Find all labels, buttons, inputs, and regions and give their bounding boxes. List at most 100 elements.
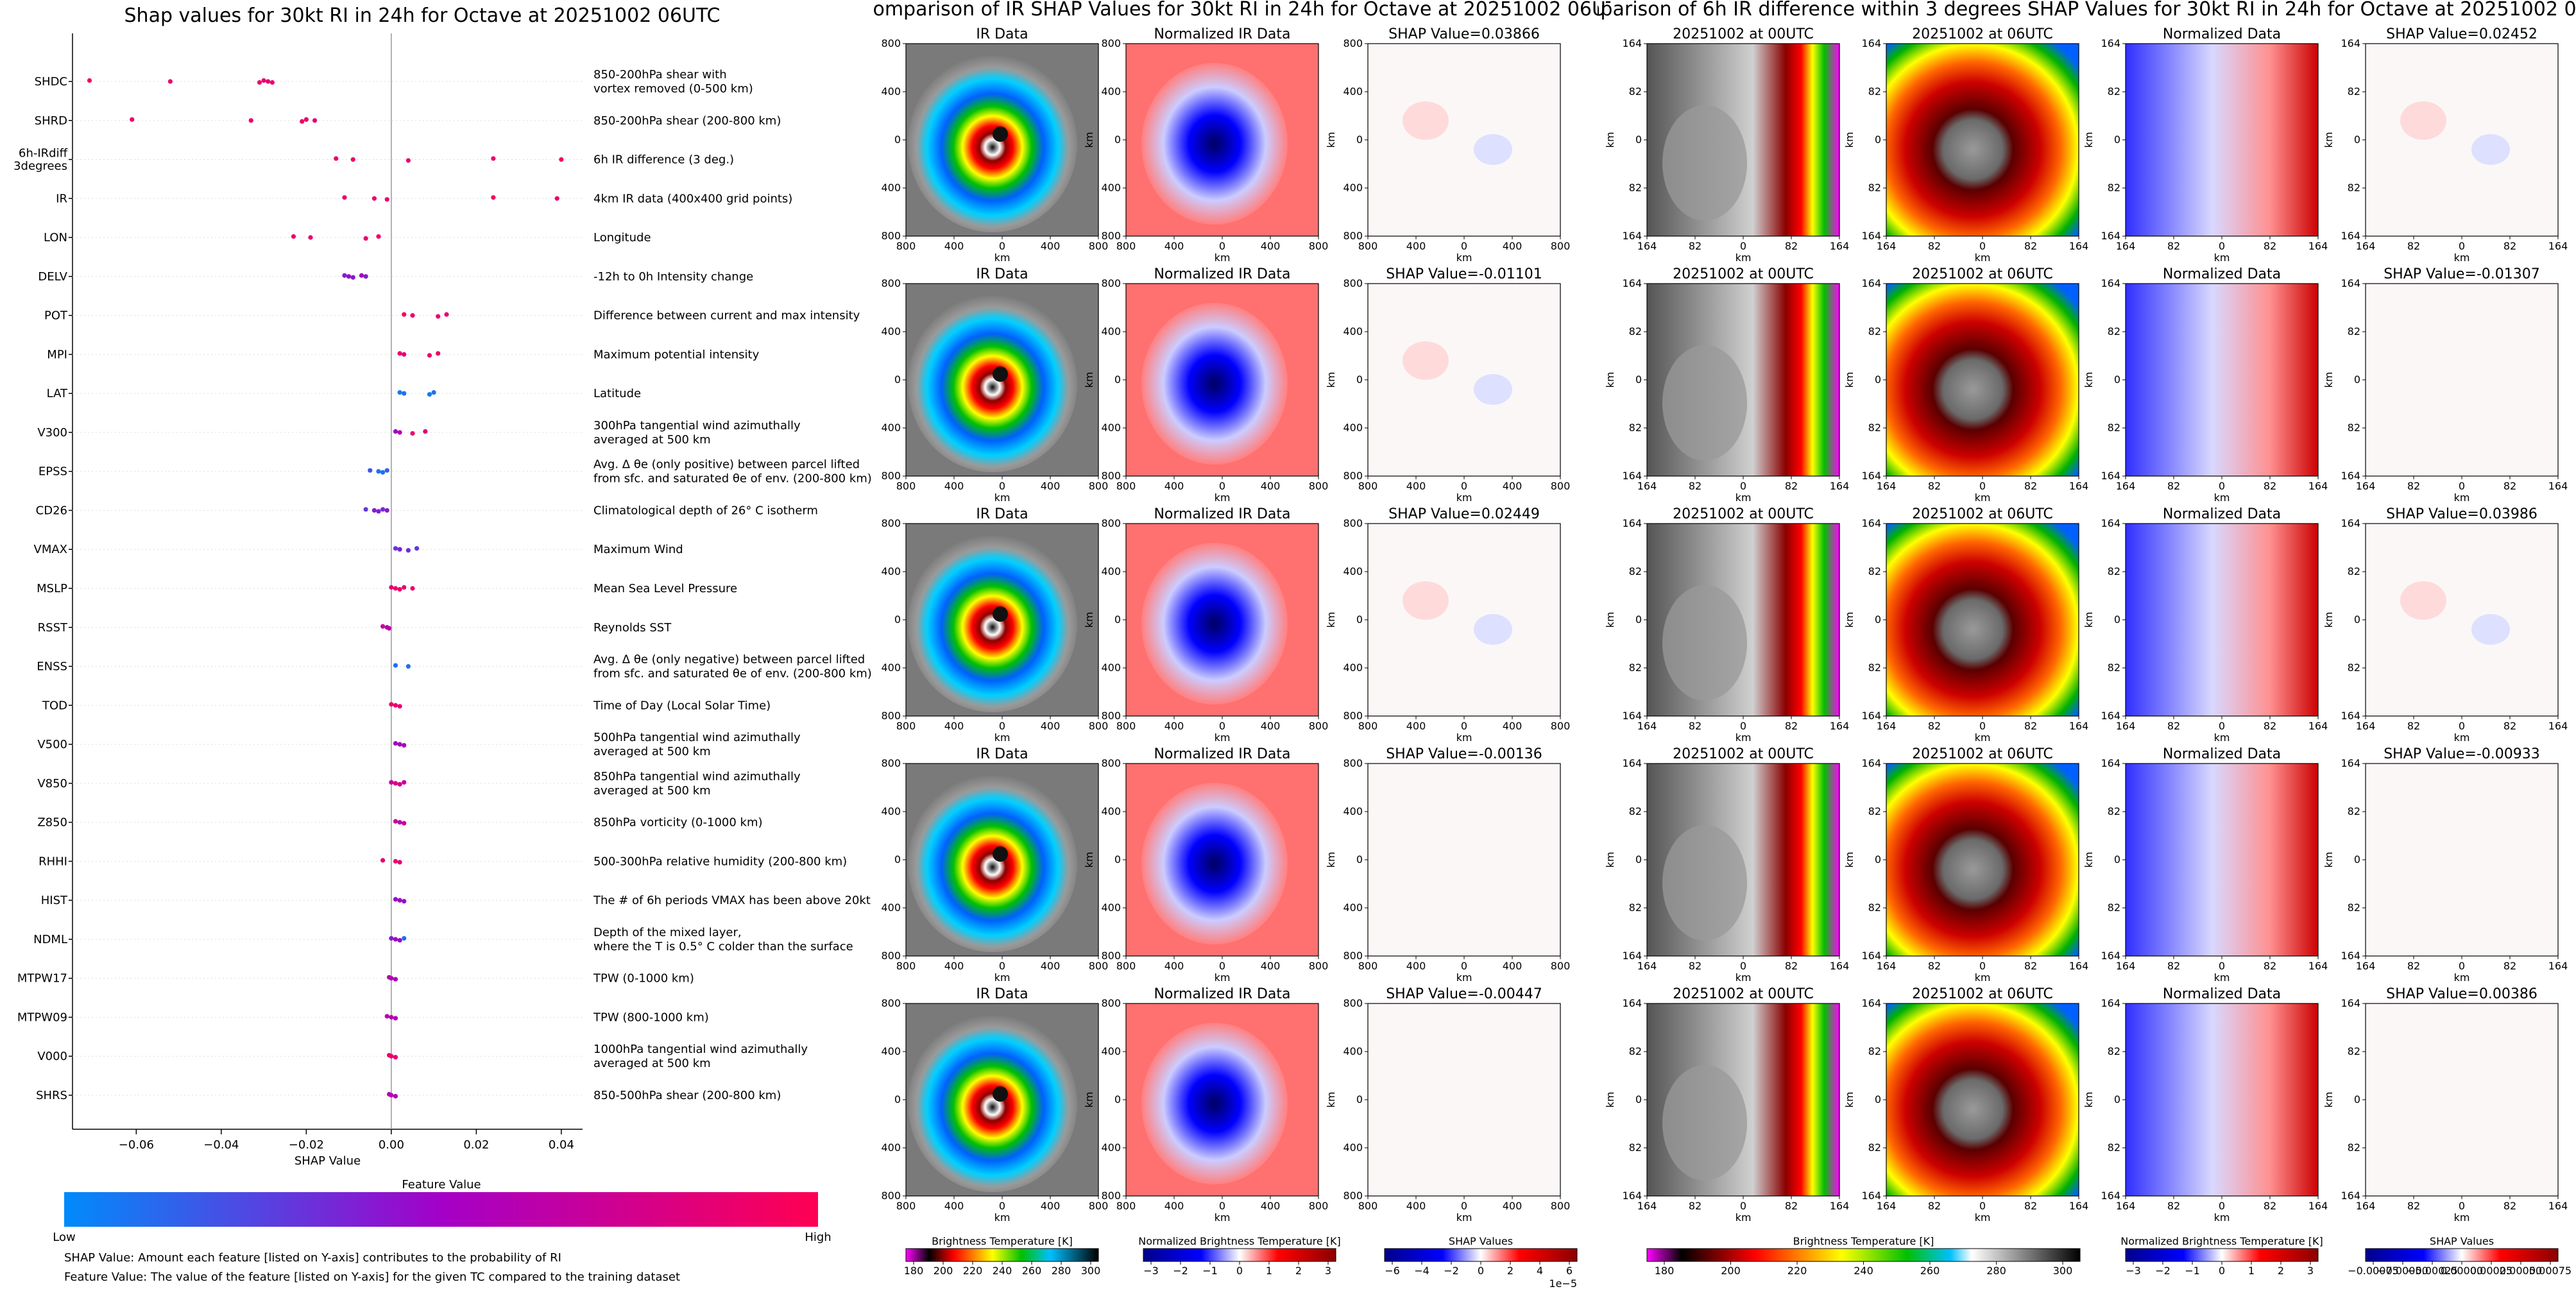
colorbar: [1143, 1248, 1336, 1262]
x-tick-label: 82: [2503, 240, 2516, 252]
shap-point: [384, 508, 389, 513]
colorbar: [905, 1248, 1099, 1262]
y-tick-label: 0: [1635, 1093, 1642, 1105]
feature-description: Difference between current and max inten…: [593, 309, 860, 323]
x-tick-label: 164: [1830, 1200, 1850, 1212]
y-tick-label: 82: [2108, 85, 2120, 98]
x-tick-label: 164: [2116, 1200, 2136, 1212]
y-tick-label: 400: [881, 565, 901, 577]
shap-point: [397, 704, 402, 709]
shap-map: [1368, 1003, 1560, 1196]
shap-point: [402, 391, 407, 396]
x-axis-label: km: [1736, 971, 1752, 984]
x-tick-label: 164: [2356, 960, 2376, 972]
y-axis-label: km: [1604, 132, 1616, 148]
shap-point: [384, 1014, 389, 1019]
feature-name: V300: [37, 426, 67, 440]
subplot-title: 20251002 at 06UTC: [1912, 506, 2053, 522]
colorbar-tick-label: 2: [1295, 1265, 1302, 1277]
shap-summary-plot: Shap values for 30kt RI in 24h for Octav…: [13, 4, 872, 1284]
x-tick-label: 800: [1309, 240, 1329, 252]
y-tick-label: 0: [2114, 1093, 2120, 1105]
x-tick-label: 800: [1116, 480, 1136, 492]
feature-description: Climatological depth of 26° C isotherm: [593, 504, 818, 517]
y-tick-label: 0: [1875, 1093, 1881, 1105]
x-tick-label: 82: [1689, 720, 1702, 732]
x-tick-label: 400: [1041, 480, 1061, 492]
feature-name: HIST: [41, 894, 68, 907]
x-tick-label: 800: [1116, 1200, 1136, 1212]
y-tick-label: 800: [881, 950, 901, 962]
x-tick-label: 0: [1740, 960, 1746, 972]
colorbar-tick-label: 0.00025: [2470, 1265, 2512, 1277]
y-tick-label: 0: [1635, 853, 1642, 866]
shap-point: [376, 509, 381, 514]
shap-point: [397, 860, 402, 865]
colorbar-high: High: [805, 1231, 831, 1244]
colorbar-label: Normalized Brightness Temperature [K]: [2120, 1235, 2323, 1247]
x-tick-label: 82: [2167, 1200, 2180, 1212]
x-tick-label: 400: [1041, 1200, 1061, 1212]
x-tick-label: 0: [1979, 1200, 1986, 1212]
y-tick-label: 400: [881, 662, 901, 674]
shap-negative-patch: [2471, 614, 2510, 645]
y-axis-label: km: [1083, 852, 1095, 868]
shap-point: [405, 158, 411, 163]
shap-point: [334, 156, 339, 161]
y-tick-label: 82: [2108, 901, 2120, 914]
x-tick-label: 82: [1689, 480, 1702, 492]
subplot-title: Normalized IR Data: [1154, 266, 1290, 282]
x-tick-label: 0: [2219, 720, 2225, 732]
shap-point: [87, 78, 92, 83]
shap-point: [410, 431, 415, 436]
colorbar-tick-label: 180: [1655, 1265, 1675, 1277]
shap-point: [384, 468, 389, 473]
y-tick-label: 164: [1622, 37, 1642, 49]
x-tick-label: 800: [1551, 960, 1571, 972]
y-tick-label: 800: [881, 1190, 901, 1202]
y-tick-label: 400: [1343, 85, 1363, 98]
x-tick-label: 164: [1637, 240, 1657, 252]
shap-point: [269, 80, 275, 85]
x-tick-label: 400: [1406, 1200, 1426, 1212]
shap-point: [427, 392, 432, 397]
y-tick-label: 164: [2341, 470, 2360, 482]
feature-description: Avg. Δ θe (only negative) between parcel…: [593, 653, 865, 667]
subplot-title: Normalized Data: [2163, 506, 2281, 522]
feature-description: averaged at 500 km: [593, 433, 711, 447]
y-axis-label: km: [1604, 852, 1616, 868]
x-tick-label: 0: [1979, 960, 1986, 972]
x-tick-label: 0: [1219, 240, 1225, 252]
x-tick-label: 0.02: [463, 1138, 489, 1152]
y-tick-label: 164: [1622, 470, 1642, 482]
x-axis-label: km: [2454, 252, 2470, 264]
shap-point: [342, 273, 347, 278]
y-tick-label: 0: [1356, 853, 1363, 866]
x-tick-label: 82: [2503, 1200, 2516, 1212]
feature-description: Time of Day (Local Solar Time): [593, 699, 771, 712]
y-tick-label: 164: [1622, 230, 1642, 242]
x-tick-label: 400: [1261, 1200, 1281, 1212]
feature-description: 500-300hPa relative humidity (200-800 km…: [593, 855, 847, 868]
colorbar-tick-label: −2: [1173, 1265, 1188, 1277]
x-axis-label: km: [994, 731, 1011, 744]
x-tick-label: 400: [944, 1200, 964, 1212]
shap-point: [397, 547, 402, 552]
shap-negative-patch: [1474, 614, 1512, 645]
feature-description: 850hPa tangential wind azimuthally: [593, 770, 801, 783]
shap-point: [371, 508, 377, 513]
colorbar-tick-label: −1: [1202, 1265, 1218, 1277]
feature-description: Mean Sea Level Pressure: [593, 582, 737, 595]
shap-point: [436, 314, 441, 319]
y-axis-label: km: [2323, 372, 2335, 388]
x-tick-label: 82: [1689, 240, 1702, 252]
colorbar-tick-label: 280: [1052, 1265, 1071, 1277]
subplot-title: 20251002 at 06UTC: [1912, 746, 2053, 762]
x-axis-label: km: [1456, 491, 1472, 504]
shap-point: [397, 781, 402, 787]
y-tick-label: 82: [2348, 422, 2360, 434]
y-tick-label: 800: [1343, 997, 1363, 1009]
y-tick-label: 164: [2341, 37, 2360, 49]
shap-point: [554, 196, 559, 201]
subplot-title: SHAP Value=-0.00933: [2384, 746, 2540, 762]
